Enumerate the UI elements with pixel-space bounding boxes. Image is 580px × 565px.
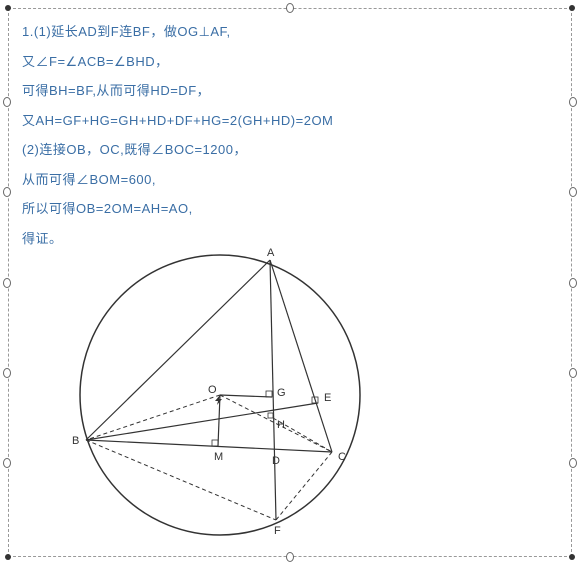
svg-text:D: D — [272, 455, 280, 467]
selection-side-handle[interactable] — [3, 97, 11, 107]
proof-line-4: 又AH=GF+HG=GH+HD+DF+HG=2(GH+HD)=2OM — [22, 111, 558, 131]
selection-corner-dot[interactable] — [569, 5, 575, 11]
svg-text:B: B — [72, 435, 79, 447]
proof-line-1: 1.(1)延长AD到F连BF，做OG⊥AF, — [22, 22, 558, 42]
selection-side-handle[interactable] — [569, 187, 577, 197]
svg-text:G: G — [277, 387, 286, 399]
selection-corner-dot[interactable] — [569, 554, 575, 560]
svg-text:H: H — [277, 419, 285, 431]
proof-line-2: 又∠F=∠ACB=∠BHD， — [22, 52, 558, 72]
selection-side-handle[interactable] — [569, 97, 577, 107]
selection-corner-dot[interactable] — [5, 5, 11, 11]
selection-side-handle[interactable] — [3, 368, 11, 378]
svg-text:F: F — [274, 525, 281, 537]
selection-side-handle[interactable] — [569, 278, 577, 288]
proof-text: 1.(1)延长AD到F连BF，做OG⊥AF, 又∠F=∠ACB=∠BHD， 可得… — [22, 22, 558, 258]
selection-side-handle[interactable] — [3, 187, 11, 197]
svg-text:E: E — [324, 392, 331, 404]
proof-line-7: 所以可得OB=2OM=AH=AO, — [22, 199, 558, 219]
selection-side-handle[interactable] — [3, 458, 11, 468]
svg-text:A: A — [267, 247, 275, 259]
selection-side-handle[interactable] — [569, 368, 577, 378]
selection-side-handle[interactable] — [286, 3, 294, 13]
selection-corner-dot[interactable] — [5, 554, 11, 560]
proof-line-6: 从而可得∠BOM=600, — [22, 170, 558, 190]
svg-text:C: C — [338, 451, 346, 463]
selection-side-handle[interactable] — [3, 278, 11, 288]
proof-line-3: 可得BH=BF,从而可得HD=DF， — [22, 81, 558, 101]
svg-text:M: M — [214, 451, 223, 463]
selection-side-handle[interactable] — [286, 552, 294, 562]
selection-side-handle[interactable] — [569, 458, 577, 468]
geometry-svg: A B C D F O M G H E — [60, 245, 400, 545]
geometry-diagram: A B C D F O M G H E — [60, 245, 400, 545]
svg-text:O: O — [208, 384, 217, 396]
proof-line-5: (2)连接OB，OC,既得∠BOC=1200， — [22, 140, 558, 160]
